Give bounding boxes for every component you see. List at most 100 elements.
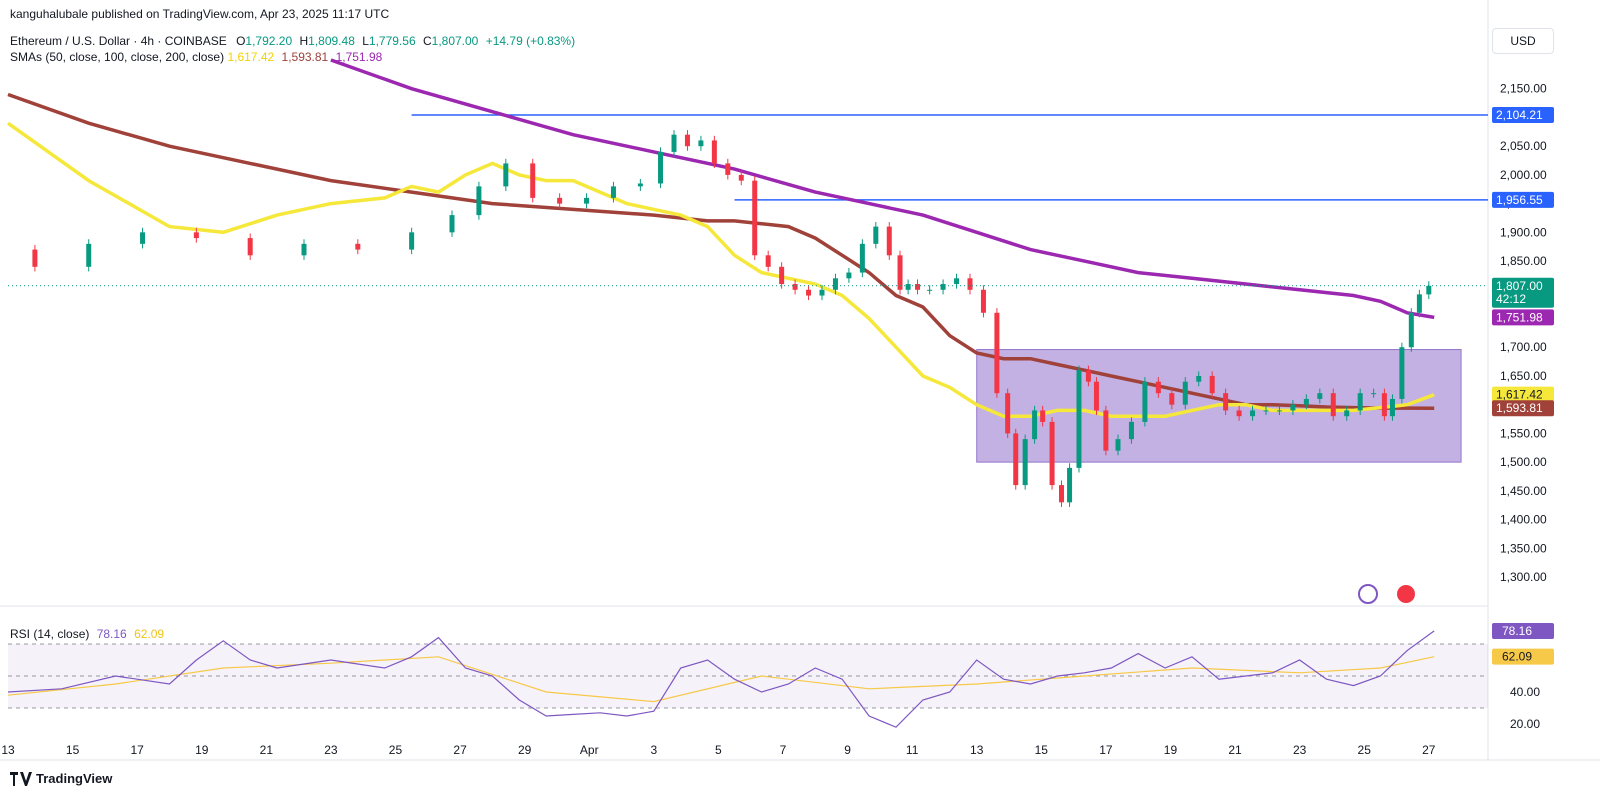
rsi-label[interactable]: RSI (14, close) bbox=[10, 627, 90, 641]
candle-body[interactable] bbox=[806, 289, 812, 296]
time-axis-tick: 29 bbox=[518, 743, 532, 757]
candle-body[interactable] bbox=[1115, 439, 1121, 451]
candle-body[interactable] bbox=[1196, 375, 1202, 382]
candle-body[interactable] bbox=[1263, 410, 1269, 412]
candle-body[interactable] bbox=[449, 215, 455, 233]
candle-body[interactable] bbox=[637, 183, 643, 187]
candle-body[interactable] bbox=[980, 289, 986, 313]
candle-body[interactable] bbox=[1128, 421, 1134, 440]
candle-body[interactable] bbox=[1381, 393, 1387, 417]
candle-body[interactable] bbox=[1303, 398, 1309, 405]
candle-body[interactable] bbox=[584, 197, 590, 204]
candle-body[interactable] bbox=[610, 186, 616, 198]
sma50-line[interactable] bbox=[6, 121, 1435, 418]
candle-body[interactable] bbox=[409, 232, 415, 250]
candle-body[interactable] bbox=[859, 243, 865, 273]
us-flag-event-icon[interactable] bbox=[1397, 585, 1415, 603]
candle-body[interactable] bbox=[671, 134, 677, 152]
candle-body[interactable] bbox=[1250, 410, 1256, 417]
candle-body[interactable] bbox=[698, 140, 704, 147]
candle-body[interactable] bbox=[1005, 393, 1011, 434]
symbol-title[interactable]: Ethereum / U.S. Dollar · 4h · COINBASE bbox=[10, 34, 227, 48]
candle-body[interactable] bbox=[476, 186, 482, 216]
candle-body[interactable] bbox=[873, 226, 879, 244]
sma200-line[interactable] bbox=[330, 58, 1435, 320]
candle-body[interactable] bbox=[1049, 421, 1055, 486]
candle-body[interactable] bbox=[86, 243, 92, 267]
candle-body[interactable] bbox=[1276, 410, 1282, 412]
candle-body[interactable] bbox=[1103, 410, 1109, 451]
candle-body[interactable] bbox=[819, 289, 825, 296]
candle-body[interactable] bbox=[1236, 410, 1242, 417]
candle-body[interactable] bbox=[1058, 485, 1064, 503]
rsi-ma-line[interactable] bbox=[7, 656, 1435, 703]
candle-body[interactable] bbox=[1371, 393, 1377, 395]
candle-body[interactable] bbox=[752, 180, 758, 256]
candle-body[interactable] bbox=[927, 289, 933, 291]
candle-body[interactable] bbox=[1067, 467, 1073, 503]
candle-body[interactable] bbox=[832, 278, 838, 290]
symbol-legend: Ethereum / U.S. Dollar · 4h · COINBASE O… bbox=[10, 33, 575, 65]
candle-body[interactable] bbox=[247, 238, 253, 256]
candle-body[interactable] bbox=[1416, 294, 1422, 313]
candle-body[interactable] bbox=[940, 284, 946, 290]
candle-body[interactable] bbox=[1085, 370, 1091, 382]
flash-event-icon[interactable] bbox=[1358, 584, 1378, 604]
candle-body[interactable] bbox=[684, 134, 690, 147]
candle-body[interactable] bbox=[1182, 381, 1188, 405]
candle-body[interactable] bbox=[846, 272, 852, 279]
candle-body[interactable] bbox=[779, 266, 785, 285]
candle-body[interactable] bbox=[1093, 381, 1099, 411]
candle-body[interactable] bbox=[1344, 410, 1350, 417]
candle-body[interactable] bbox=[1022, 439, 1028, 486]
candle-body[interactable] bbox=[1399, 347, 1405, 399]
candle-body[interactable] bbox=[32, 249, 38, 267]
candle-body[interactable] bbox=[905, 284, 911, 290]
candle-body[interactable] bbox=[1040, 410, 1046, 422]
candle-body[interactable] bbox=[301, 243, 307, 256]
candle-body[interactable] bbox=[1426, 285, 1432, 295]
rsi-line[interactable] bbox=[7, 630, 1435, 728]
candle-body[interactable] bbox=[658, 151, 664, 184]
candle-body[interactable] bbox=[1389, 398, 1395, 417]
close-label: C bbox=[422, 34, 432, 48]
price-axis-tick: 1,700.00 bbox=[1500, 340, 1547, 354]
candle-body[interactable] bbox=[1290, 404, 1296, 411]
candle-body[interactable] bbox=[1013, 433, 1019, 486]
tradingview-logo[interactable]: TradingView bbox=[10, 771, 112, 786]
candle-body[interactable] bbox=[1408, 312, 1414, 348]
candle-body[interactable] bbox=[1155, 381, 1161, 394]
rsi-axis-tick: 40.00 bbox=[1510, 685, 1540, 699]
candle-body[interactable] bbox=[738, 174, 744, 181]
candle-body[interactable] bbox=[954, 278, 960, 285]
candle-body[interactable] bbox=[994, 312, 1000, 394]
candle-body[interactable] bbox=[557, 197, 563, 204]
candle-body[interactable] bbox=[967, 278, 973, 290]
candle-body[interactable] bbox=[355, 243, 361, 250]
candle-body[interactable] bbox=[915, 284, 921, 290]
candle-body[interactable] bbox=[711, 140, 717, 164]
candle-body[interactable] bbox=[193, 232, 199, 239]
candle-body[interactable] bbox=[725, 163, 731, 175]
candle-body[interactable] bbox=[1142, 381, 1148, 422]
candle-body[interactable] bbox=[503, 163, 509, 187]
candle-body[interactable] bbox=[1223, 393, 1229, 411]
candle-body[interactable] bbox=[1209, 375, 1215, 394]
candle-body[interactable] bbox=[530, 163, 536, 198]
candle-body[interactable] bbox=[792, 284, 798, 290]
sma-label[interactable]: SMAs (50, close, 100, close, 200, close) bbox=[10, 50, 225, 64]
sma100-line[interactable] bbox=[7, 92, 1435, 410]
candle-body[interactable] bbox=[897, 255, 903, 290]
candle-body[interactable] bbox=[1317, 393, 1323, 399]
candle-body[interactable] bbox=[1330, 393, 1336, 417]
candle-body[interactable] bbox=[1032, 410, 1038, 440]
candle-body[interactable] bbox=[1169, 393, 1175, 405]
candle-body[interactable] bbox=[1076, 370, 1082, 468]
currency-button[interactable]: USD bbox=[1492, 28, 1554, 54]
candle-body[interactable] bbox=[140, 232, 146, 244]
candle-body[interactable] bbox=[886, 226, 892, 256]
candle-body[interactable] bbox=[1357, 393, 1363, 411]
candle-body[interactable] bbox=[765, 255, 771, 267]
price-axis-tick: 2,000.00 bbox=[1500, 168, 1547, 182]
